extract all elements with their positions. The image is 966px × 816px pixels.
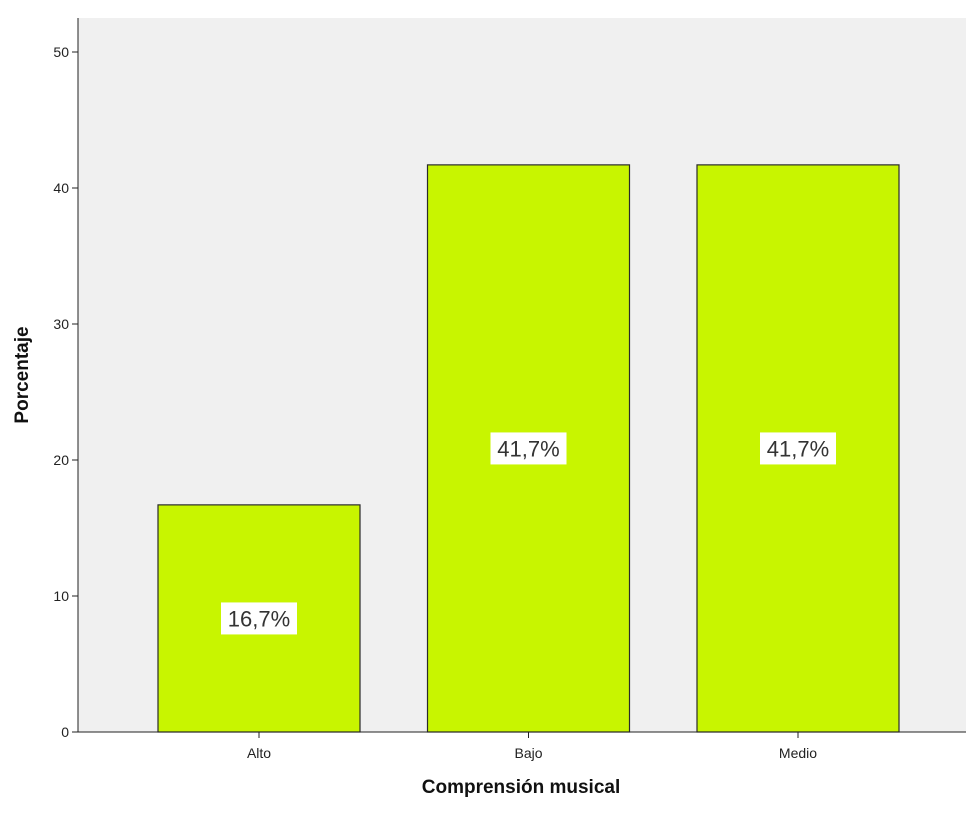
x-tick-label: Alto: [247, 745, 271, 761]
y-tick-label: 10: [53, 588, 69, 604]
data-label: 41,7%: [767, 436, 829, 461]
x-tick-label: Bajo: [514, 745, 542, 761]
y-tick-label: 40: [53, 180, 69, 196]
x-ticks-group: Alto Bajo Medio: [247, 732, 817, 761]
data-label-background: [760, 432, 836, 465]
data-labels-group: 16,7% 41,7% 41,7%: [221, 432, 836, 635]
data-label-background: [490, 432, 567, 465]
y-ticks-group: 0 10 20 30 40 50: [53, 44, 78, 740]
x-axis-title: Comprensión musical: [422, 777, 621, 798]
y-axis-title: Porcentaje: [12, 326, 33, 423]
data-label: 41,7%: [497, 436, 559, 461]
y-tick-label: 50: [53, 44, 69, 60]
y-tick-label: 20: [53, 452, 69, 468]
data-label: 16,7%: [228, 606, 290, 631]
data-label-background: [221, 602, 297, 635]
y-tick-label: 30: [53, 316, 69, 332]
x-tick-label: Medio: [779, 745, 817, 761]
y-tick-label: 0: [61, 724, 69, 740]
